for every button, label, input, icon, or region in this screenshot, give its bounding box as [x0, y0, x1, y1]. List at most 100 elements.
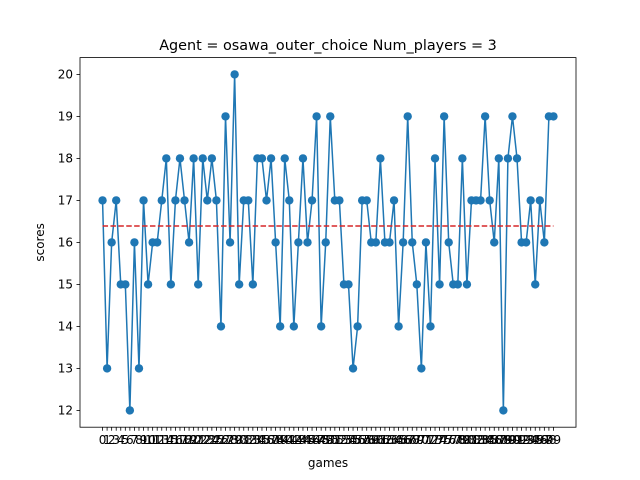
- x-tick-label-48: 48: [314, 433, 329, 447]
- data-point-21: [193, 280, 203, 289]
- x-tick-label-14: 14: [159, 433, 174, 447]
- data-point-93: [521, 238, 531, 247]
- x-tick-label-61: 61: [373, 433, 388, 447]
- data-point-90: [508, 112, 517, 121]
- x-tick-label-79: 79: [455, 433, 470, 447]
- x-tick-label-72: 72: [423, 433, 438, 447]
- x-tick-label-25: 25: [209, 433, 224, 447]
- data-point-5: [121, 280, 130, 289]
- y-tick-label-15: 15: [58, 278, 73, 292]
- y-tick-label-18: 18: [58, 152, 73, 166]
- x-tick-label-41: 41: [282, 433, 297, 447]
- x-tick-label-83: 83: [473, 433, 488, 447]
- x-tick-label-99: 99: [546, 433, 561, 447]
- data-point-7: [130, 238, 139, 247]
- x-tick-label-36: 36: [259, 433, 274, 447]
- data-point-27: [221, 112, 230, 121]
- x-tick-label-73: 73: [427, 433, 442, 447]
- data-point-22: [198, 154, 207, 163]
- data-point-18: [180, 196, 189, 205]
- x-tick-label-33: 33: [245, 433, 260, 447]
- x-tick-label-28: 28: [222, 433, 237, 447]
- x-tick-label-9: 9: [140, 433, 148, 447]
- x-axis-label: games: [308, 456, 348, 470]
- x-tick-label-70: 70: [414, 433, 429, 447]
- y-tick-label-14: 14: [58, 320, 73, 334]
- data-point-78: [453, 280, 463, 289]
- data-point-24: [207, 154, 217, 163]
- data-point-12: [153, 238, 162, 247]
- data-point-36: [262, 196, 271, 205]
- data-point-28: [225, 238, 235, 247]
- data-point-8: [134, 364, 144, 373]
- x-tick-label-37: 37: [263, 433, 278, 447]
- x-tick-label-93: 93: [518, 433, 533, 447]
- data-point-65: [394, 322, 403, 331]
- data-point-45: [303, 238, 312, 247]
- x-tick-label-49: 49: [318, 433, 333, 447]
- data-point-20: [189, 154, 198, 163]
- x-tick-label-38: 38: [268, 433, 283, 447]
- data-point-56: [353, 322, 362, 331]
- data-point-26: [216, 322, 226, 331]
- data-point-75: [439, 112, 449, 121]
- data-point-9: [139, 196, 148, 205]
- x-tick-label-63: 63: [382, 433, 397, 447]
- x-tick-label-77: 77: [446, 433, 461, 447]
- data-point-44: [298, 154, 308, 163]
- y-axis-label: scores: [33, 223, 47, 262]
- x-tick-label-64: 64: [386, 433, 401, 447]
- chart-title: Agent = osawa_outer_choice Num_players =…: [159, 38, 497, 54]
- data-point-68: [408, 238, 417, 247]
- x-tick-label-85: 85: [482, 433, 497, 447]
- data-point-16: [171, 196, 180, 205]
- data-point-71: [421, 238, 431, 247]
- data-point-91: [512, 154, 522, 163]
- data-point-47: [312, 112, 321, 121]
- data-point-95: [531, 280, 540, 289]
- data-point-17: [175, 154, 185, 163]
- y-tick-label-17: 17: [58, 194, 73, 208]
- data-point-54: [344, 280, 353, 289]
- x-tick-label-47: 47: [309, 433, 324, 447]
- data-point-94: [526, 196, 535, 205]
- x-tick-label-22: 22: [195, 433, 210, 447]
- x-tick-label-68: 68: [405, 433, 420, 447]
- x-tick-label-95: 95: [528, 433, 543, 447]
- x-tick-label-78: 78: [450, 433, 465, 447]
- data-point-87: [494, 154, 503, 163]
- x-tick-label-24: 24: [204, 433, 219, 447]
- data-point-52: [335, 196, 344, 205]
- x-tick-label-30: 30: [232, 433, 247, 447]
- data-point-66: [398, 238, 408, 247]
- data-point-39: [275, 322, 285, 331]
- data-point-25: [212, 196, 221, 205]
- x-tick-label-42: 42: [286, 433, 301, 447]
- data-point-10: [143, 280, 153, 289]
- data-point-41: [285, 196, 294, 205]
- x-tick-label-15: 15: [163, 433, 178, 447]
- x-tick-label-51: 51: [327, 433, 342, 447]
- data-point-83: [476, 196, 485, 205]
- y-axis: 12 13 14 15 16 17 18 19 20: [58, 68, 80, 418]
- data-point-69: [412, 280, 422, 289]
- x-tick-label-4: 4: [117, 433, 125, 447]
- x-tick-label-94: 94: [523, 433, 538, 447]
- data-point-50: [326, 112, 335, 121]
- y-tick-label-19: 19: [58, 110, 73, 124]
- x-tick-label-27: 27: [218, 433, 233, 447]
- x-tick-label-54: 54: [341, 433, 356, 447]
- x-tick-label-45: 45: [300, 433, 315, 447]
- x-tick-label-58: 58: [359, 433, 374, 447]
- data-point-29: [230, 70, 239, 79]
- data-point-61: [376, 154, 385, 163]
- x-tick-label-1: 1: [103, 433, 111, 447]
- data-point-64: [389, 196, 399, 205]
- x-tick-label-44: 44: [295, 433, 310, 447]
- x-tick-label-53: 53: [336, 433, 351, 447]
- x-tick-label-3: 3: [112, 433, 120, 447]
- data-point-35: [257, 154, 267, 163]
- data-point-86: [490, 238, 499, 247]
